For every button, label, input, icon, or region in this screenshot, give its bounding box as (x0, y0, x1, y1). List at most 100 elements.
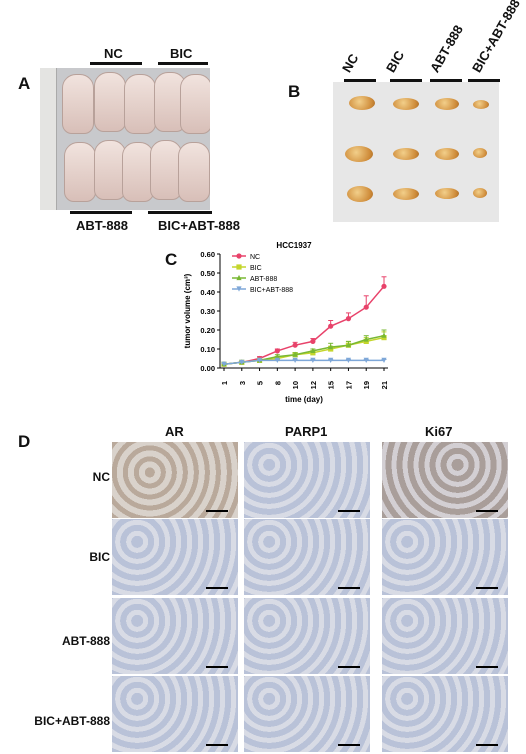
tumor (393, 188, 419, 200)
panel-a-bar-abt888 (70, 211, 132, 214)
legend-label: BIC+ABT-888 (250, 287, 293, 294)
scale-bar (476, 744, 498, 746)
x-tick-label: 12 (309, 381, 318, 389)
y-tick-label: 0.30 (200, 307, 215, 316)
legend-label: ABT-888 (250, 276, 277, 283)
mice-photo (40, 68, 210, 210)
panel-d-row-nc: NC (92, 470, 110, 484)
data-point (345, 342, 352, 348)
data-point (274, 353, 280, 359)
ihc-image (112, 519, 238, 595)
scale-bar (338, 510, 360, 512)
panel-b-col-abt888: ABT-888 (427, 22, 467, 76)
legend-label: NC (250, 254, 260, 261)
data-point (381, 332, 387, 338)
data-point (236, 286, 242, 292)
tumor (435, 98, 459, 110)
scale-bar (476, 666, 498, 668)
y-tick-label: 0.60 (200, 250, 215, 259)
data-point (381, 283, 387, 289)
ihc-image (382, 519, 508, 595)
scale-bar (206, 666, 228, 668)
x-tick-label: 1 (220, 381, 229, 385)
tumor-photo (333, 82, 499, 222)
data-point (328, 357, 334, 363)
data-point (292, 351, 298, 357)
ihc-image (382, 676, 508, 752)
y-tick-label: 0.10 (200, 345, 215, 354)
panel-b-col-bic-abt888: BIC+ABT-888 (469, 0, 523, 76)
data-point (239, 359, 245, 365)
y-tick-label: 0.20 (200, 326, 215, 335)
data-point (328, 323, 334, 329)
scale-bar (338, 744, 360, 746)
panel-a-label-bic-abt888: BIC+ABT-888 (158, 218, 240, 233)
data-point (328, 344, 334, 350)
panel-a-bar-bic (158, 62, 208, 65)
data-point (292, 357, 298, 363)
ihc-image (244, 676, 370, 752)
panel-d-row-abt888: ABT-888 (61, 634, 110, 648)
ihc-image (112, 442, 238, 518)
panel-a-bar-bic-abt888 (148, 211, 212, 214)
panel-b-letter: B (288, 82, 301, 101)
scale-bar (338, 666, 360, 668)
panel-b-bar (468, 79, 500, 82)
tumor (345, 146, 373, 162)
data-point (310, 347, 316, 353)
ruler (40, 68, 57, 210)
tumor (473, 100, 489, 109)
data-point (310, 338, 316, 344)
legend-label: BIC (250, 265, 262, 272)
ihc-image (112, 676, 238, 752)
ihc-image (244, 442, 370, 518)
x-tick-label: 17 (344, 381, 353, 389)
tumor (393, 148, 419, 160)
tumor-volume-chart: HCC1937 0.00 0.10 0.20 0.30 0.40 0.50 0.60 1 3 5 8 1… (183, 241, 389, 404)
tumor (347, 186, 373, 202)
x-tick-label: 10 (291, 381, 300, 389)
y-axis-label: tumor volume (cm³) (183, 273, 192, 348)
panel-b-col-nc: NC (339, 51, 362, 75)
ihc-image (382, 442, 508, 518)
data-point (292, 342, 298, 348)
panel-b-bar (390, 79, 422, 82)
data-point (236, 253, 242, 259)
panel-a-bar-nc (90, 62, 142, 65)
tumor (473, 188, 487, 198)
mouse (94, 140, 126, 200)
mouse (124, 74, 156, 134)
panel-d-row-bic: BIC (89, 550, 110, 564)
x-tick-label: 15 (327, 381, 336, 389)
scale-bar (476, 587, 498, 589)
tumor (349, 96, 375, 110)
panel-b-bar (430, 79, 462, 82)
x-tick-label: 5 (256, 381, 265, 385)
x-tick-label: 8 (273, 381, 282, 385)
scale-bar (338, 587, 360, 589)
panel-d-row-bic-abt888: BIC+ABT-888 (34, 714, 110, 728)
panel-c-letter: C (165, 250, 178, 269)
data-point (274, 348, 280, 354)
mouse (94, 72, 126, 132)
panel-a-label-abt888: ABT-888 (76, 218, 129, 233)
data-point (345, 316, 352, 322)
scale-bar (206, 744, 228, 746)
data-point (236, 264, 242, 270)
y-tick-label: 0.50 (200, 269, 215, 278)
chart-title: HCC1937 (276, 241, 312, 250)
data-point (363, 357, 369, 363)
data-point (256, 357, 263, 363)
ihc-image (244, 598, 370, 674)
panel-d-col-ki67: Ki67 (425, 424, 453, 439)
panel-d-col-parp1: PARP1 (285, 424, 328, 439)
ihc-image (244, 519, 370, 595)
tumor (473, 148, 487, 158)
mouse (62, 74, 94, 134)
data-point (310, 357, 316, 363)
tumor (435, 188, 459, 199)
data-point (345, 357, 352, 363)
series-line (223, 359, 384, 365)
scale-bar (206, 587, 228, 589)
panel-a-label-bic: BIC (170, 46, 193, 61)
